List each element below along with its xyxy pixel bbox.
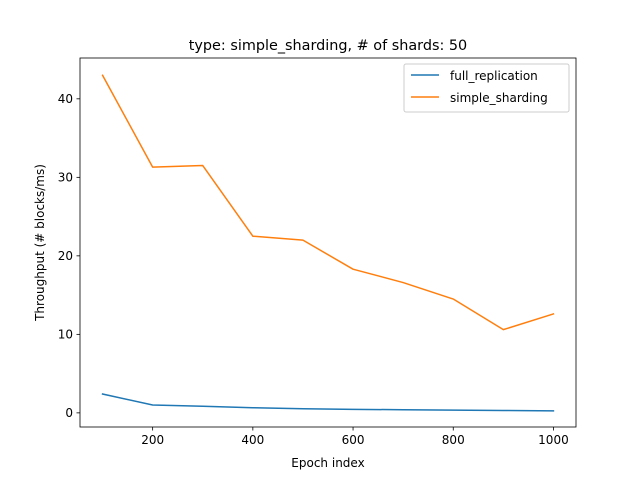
x-axis: 200 400 600 800 1000	[141, 427, 569, 447]
chart-title: type: simple_sharding, # of shards: 50	[189, 38, 467, 54]
x-axis-label: Epoch index	[291, 456, 364, 470]
plot-area-frame	[79, 57, 577, 428]
y-tick-label: 20	[58, 249, 73, 263]
series-line-simple-sharding	[101, 74, 555, 331]
y-axis: 0 10 20 30 40	[58, 92, 80, 420]
x-tick-label: 600	[342, 433, 365, 447]
y-tick-label: 40	[58, 92, 73, 106]
y-tick-label: 0	[65, 406, 73, 420]
series-line-full-replication	[101, 393, 555, 412]
legend-label-simple-sharding: simple_sharding	[450, 91, 548, 105]
legend: full_replication simple_sharding	[403, 63, 570, 113]
x-tick-label: 800	[442, 433, 465, 447]
y-axis-label: Throughput (# blocks/ms)	[33, 164, 47, 322]
series-layer	[101, 74, 555, 412]
x-tick-label: 200	[141, 433, 164, 447]
x-tick-label: 400	[241, 433, 264, 447]
x-tick-label: 1000	[538, 433, 569, 447]
y-tick-label: 30	[58, 171, 73, 185]
y-tick-label: 10	[58, 328, 73, 342]
legend-box	[403, 63, 570, 113]
legend-label-full-replication: full_replication	[450, 69, 538, 83]
